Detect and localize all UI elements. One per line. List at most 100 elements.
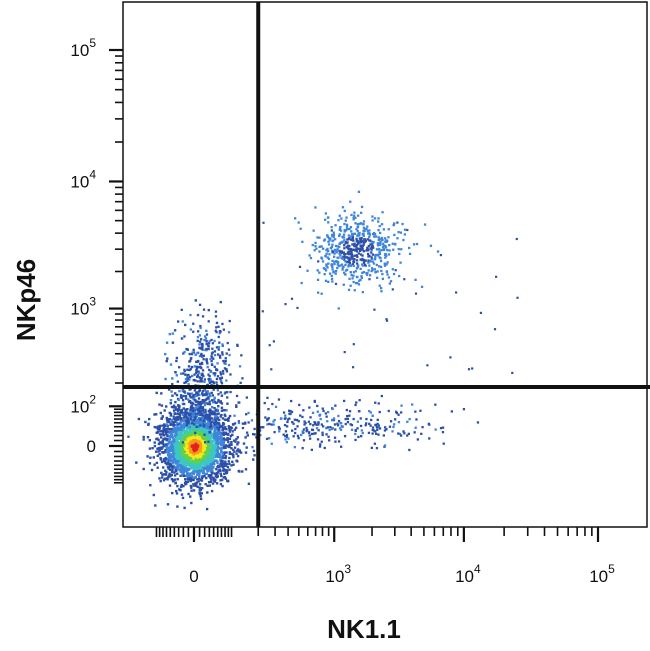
event-dot [350, 232, 354, 236]
event-dot [210, 417, 213, 420]
event-dot [219, 373, 223, 376]
event-dot [215, 431, 218, 435]
event-dot [342, 283, 345, 286]
event-dot [325, 252, 328, 255]
event-dot [173, 329, 177, 332]
event-dot [237, 420, 240, 423]
event-dot [340, 445, 343, 448]
event-dot [301, 415, 304, 419]
event-dot [189, 387, 192, 391]
event-dot [207, 428, 210, 431]
event-dot [220, 406, 224, 409]
event-dot [182, 419, 185, 422]
event-dot [168, 427, 171, 431]
event-dot [311, 243, 314, 247]
event-dot [189, 447, 193, 450]
event-dot [168, 459, 172, 463]
event-dot [278, 427, 281, 430]
event-dot [350, 250, 353, 253]
event-dot [223, 418, 227, 421]
event-dot [376, 270, 379, 273]
event-dot [285, 441, 288, 444]
event-dot [362, 226, 366, 229]
event-dot [244, 422, 247, 425]
event-dot [376, 244, 380, 247]
event-dot [165, 445, 168, 448]
event-dot [207, 373, 210, 376]
event-dot [352, 239, 355, 242]
event-dot [189, 472, 192, 475]
event-dot [343, 209, 346, 213]
event-dot [374, 401, 377, 404]
event-dot [371, 233, 375, 236]
event-dot [214, 315, 218, 318]
event-dot [372, 262, 376, 265]
event-dot [344, 229, 348, 232]
event-dot [399, 231, 403, 234]
event-dot [160, 429, 164, 433]
event-dot [216, 475, 219, 478]
event-dot [167, 442, 171, 445]
event-dot [398, 274, 401, 278]
event-dot [367, 259, 370, 262]
event-dot [196, 374, 200, 377]
event-dot [348, 410, 352, 413]
event-dot [421, 426, 424, 429]
event-dot [188, 416, 191, 419]
event-dot [189, 434, 193, 437]
event-dot [191, 472, 194, 475]
event-dot [386, 273, 389, 276]
event-dot [199, 365, 202, 368]
event-dot [155, 413, 158, 416]
event-dot [274, 405, 278, 408]
event-dot [351, 263, 354, 266]
event-dot [308, 434, 311, 437]
event-dot [278, 430, 281, 433]
event-dot [189, 359, 192, 363]
event-dot [195, 391, 199, 394]
event-dot [209, 378, 212, 381]
event-dot [238, 401, 241, 404]
event-dot [165, 418, 169, 421]
event-dot [348, 237, 351, 240]
event-dot [226, 433, 229, 436]
event-dot [176, 440, 179, 443]
event-dot [245, 446, 248, 449]
event-dot [199, 452, 202, 455]
event-dot [230, 464, 233, 467]
event-dot [393, 222, 396, 225]
event-dot [384, 252, 387, 256]
event-dot [364, 264, 367, 268]
event-dot [202, 454, 205, 458]
event-dot [368, 264, 371, 267]
event-dot [201, 418, 204, 421]
event-dot [192, 419, 195, 422]
event-dot [158, 433, 162, 436]
event-dot [194, 379, 197, 382]
event-dot [339, 229, 343, 232]
event-dot [222, 437, 225, 440]
event-dot [224, 426, 227, 429]
event-dot [226, 402, 229, 405]
event-dot [189, 454, 193, 457]
event-dot [346, 241, 349, 244]
event-dot [379, 231, 382, 235]
event-dot [198, 402, 201, 406]
event-dot [217, 412, 220, 415]
event-dot [220, 463, 223, 467]
event-dot [188, 462, 191, 465]
event-dot [212, 388, 215, 391]
event-dot [262, 221, 265, 224]
event-dot [324, 212, 327, 215]
event-dot [327, 257, 331, 261]
event-dot [351, 236, 355, 239]
event-dot [356, 247, 359, 250]
event-dot [194, 436, 197, 439]
event-dot [320, 423, 323, 426]
event-dot [187, 475, 190, 478]
event-dot [391, 242, 394, 245]
event-dot [162, 459, 165, 463]
event-dot [227, 348, 231, 351]
event-dot [378, 224, 381, 228]
event-dot [195, 425, 198, 428]
